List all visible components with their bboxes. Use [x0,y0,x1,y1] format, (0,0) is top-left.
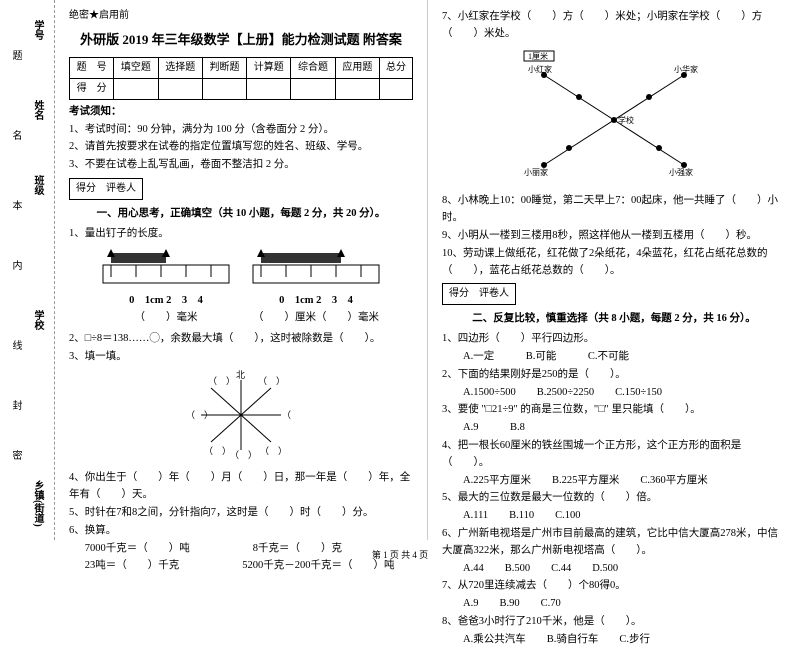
s1-opts: A.一定 B.可能 C.不可能 [442,349,786,366]
s5: 5、最大的三位数是最大一位数的（ ）倍。 [442,490,786,507]
svg-text:学校: 学校 [618,115,634,125]
svg-text:（ ）: （ ） [282,410,296,420]
marker-box: 得分 评卷人 [442,283,516,305]
left-column: 绝密★启用前 外研版 2019 年三年级数学【上册】能力检测试题 附答案 题 号… [55,0,428,540]
field-id: 学号 [30,20,45,40]
svg-text:（ ）: （ ） [186,410,213,420]
svg-text:小华家: 小华家 [674,64,698,74]
s7: 7、从720里连续减去（ ）个80得0。 [442,578,786,595]
exam-title: 外研版 2019 年三年级数学【上册】能力检测试题 附答案 [69,30,413,51]
th: 应用题 [335,57,379,78]
ruler-caption: （ ）毫米 [101,310,231,327]
s6-opts: A.44 B.500 C.44 D.500 [442,561,786,578]
q3: 3、填一填。 [69,349,413,366]
th: 判断题 [202,57,246,78]
field-town: 乡镇(街道) [30,480,45,527]
right-column: 7、小红家在学校（ ）方（ ）米处；小明家在学校（ ）方（ ）米处。 1厘米 小… [428,0,800,540]
q1: 1、量出钉子的长度。 [69,226,413,243]
field-class: 班级 [30,175,45,195]
north-label: 北 [236,370,245,380]
margin-char: 密 [8,450,23,460]
field-name: 姓名 [30,100,45,120]
margin-char: 线 [8,340,23,350]
s1: 1、四边形（ ）平行四边形。 [442,331,786,348]
q5: 5、时针在7和8之间，分针指向7，这时是（ ）时（ ）分。 [69,505,413,522]
section-1-title: 一、用心思考，正确填空（共 10 小题，每题 2 分，共 20 分）。 [69,206,413,223]
map-figure: 1厘米 小红家 小华家 学校 小丽家 小强家 [442,45,786,192]
ruler-ticks: 0 1cm 2 3 4 [101,293,231,310]
ruler-left: 0 1cm 2 3 4 （ ）毫米 [101,247,231,327]
svg-text:（ ）: （ ） [208,376,235,386]
margin-char: 题 [8,50,23,60]
table-row: 题 号 填空题 选择题 判断题 计算题 综合题 应用题 总分 [70,57,413,78]
page-footer: 第 1 页 共 4 页 [0,548,800,561]
s4: 4、把一根长60厘米的铁丝围城一个正方形，这个正方形的面积是（ ）。 [442,438,786,472]
margin-char: 封 [8,400,23,410]
ruler-icon [101,247,231,287]
ruler-right: 0 1cm 2 3 4 （ ）厘米（ ）毫米 [251,247,381,327]
q4: 4、你出生于（ ）年（ ）月（ ）日，那一年是（ ）年，全年有（ ）天。 [69,470,413,504]
q2: 2、□÷8＝138……◯，余数最大填（ ），这时被除数是（ ）。 [69,331,413,348]
note-item: 1、考试时间：90 分钟，满分为 100 分（含卷面分 2 分）。 [69,122,413,139]
th: 总分 [379,57,412,78]
margin-char: 本 [8,200,23,210]
ruler-icon [251,247,381,287]
th: 填空题 [114,57,158,78]
notes-heading: 考试须知： [69,104,413,121]
ruler-caption: （ ）厘米（ ）毫米 [251,310,381,327]
s5-opts: A.111 B.110 C.100 [442,508,786,525]
svg-text:（ ）: （ ） [258,376,285,386]
svg-text:（ ）: （ ） [204,446,231,456]
s8: 8、爸爸3小时行了210千米，他是（ ）。 [442,614,786,631]
svg-text:（ ）: （ ） [260,446,287,456]
ruler-figures: 0 1cm 2 3 4 （ ）毫米 0 1cm 2 3 4 （ ）厘米（ ）毫米 [69,247,413,327]
svg-text:（ ）: （ ） [230,450,257,460]
field-school: 学校 [30,310,45,330]
svg-text:小丽家: 小丽家 [524,167,548,177]
s2-opts: A.1500÷500 B.2500÷2250 C.150÷150 [442,385,786,402]
ruler-ticks: 0 1cm 2 3 4 [251,293,381,310]
section-2-title: 二、反复比较，慎重选择（共 8 小题，每题 2 分，共 16 分）。 [442,311,786,328]
s8-opts: A.乘公共汽车 B.骑自行车 C.步行 [442,632,786,649]
q9: 9、小明从一楼到三楼用8秒，照这样他从一楼到五楼用（ ）秒。 [442,228,786,245]
compass-figure: 北 （ ）（ ） （ ）（ ） （ ）（ ） （ ） [69,370,413,467]
svg-text:1厘米: 1厘米 [528,51,548,61]
q10: 10、劳动课上做纸花，红花做了2朵纸花，4朵蓝花，红花占纸花总数的（ ），蓝花占… [442,246,786,280]
compass-icon: 北 （ ）（ ） （ ）（ ） （ ）（ ） （ ） [186,370,296,460]
s3: 3、要使 "□21÷9" 的商是三位数，"□" 里只能填（ ）。 [442,402,786,419]
th: 选择题 [158,57,202,78]
q8: 8、小林晚上10：00睡觉，第二天早上7：00起床，他一共睡了（ ）小时。 [442,193,786,227]
secret-label: 绝密★启用前 [69,8,413,24]
margin-char: 内 [8,260,23,270]
binding-margin: 学号 题 姓名 名 班级 本 内 学校 线 封 密 乡镇(街道) [0,0,55,540]
note-item: 2、请首先按要求在试卷的指定位置填写您的姓名、班级、学号。 [69,139,413,156]
table-row: 得 分 [70,78,413,99]
s2: 2、下面的结果刚好是250的是（ ）。 [442,367,786,384]
th: 题 号 [70,57,114,78]
svg-text:小强家: 小强家 [669,167,693,177]
q6: 6、换算。 [69,523,413,540]
s3-opts: A.9 B.8 [442,420,786,437]
th: 计算题 [247,57,291,78]
score-table: 题 号 填空题 选择题 判断题 计算题 综合题 应用题 总分 得 分 [69,57,413,100]
th: 综合题 [291,57,335,78]
note-item: 3、不要在试卷上乱写乱画，卷面不整洁扣 2 分。 [69,157,413,174]
map-icon: 1厘米 小红家 小华家 学校 小丽家 小强家 [514,45,714,185]
margin-char: 名 [8,130,23,140]
marker-box: 得分 评卷人 [69,178,143,200]
td: 得 分 [70,78,114,99]
svg-text:小红家: 小红家 [528,64,552,74]
s7-opts: A.9 B.90 C.70 [442,596,786,613]
s4-opts: A.225平方厘米 B.225平方厘米 C.360平方厘米 [442,473,786,490]
q7: 7、小红家在学校（ ）方（ ）米处；小明家在学校（ ）方（ ）米处。 [442,9,786,43]
